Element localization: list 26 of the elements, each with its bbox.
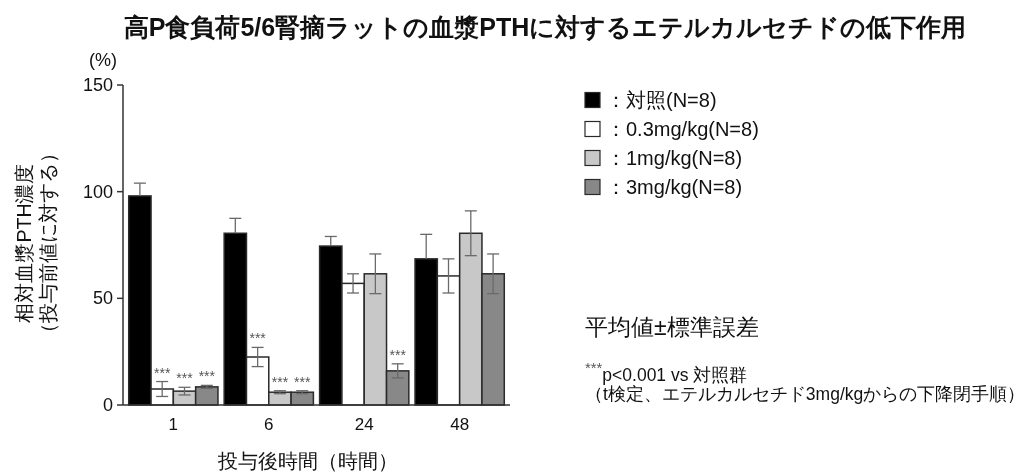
legend-label: ：3mg/kg(N=8)	[606, 176, 743, 198]
chart-title: 高P食負荷5/6腎摘ラットの血漿PTHに対するエテルカルセチドの低下作用	[123, 13, 967, 42]
x-tick-label: 24	[354, 415, 374, 434]
y-tick-label: 50	[92, 288, 113, 309]
text: 平均値±標準誤差	[585, 314, 759, 340]
x-tick-label: 6	[264, 415, 274, 434]
y-tick-label: 150	[82, 75, 113, 95]
text: （t検定、エテルカルセチド3mg/kgからの下降閉手順）	[585, 384, 1017, 404]
x-tick-label: 48	[450, 415, 470, 434]
x-axis-title: 投与後時間（時間）	[217, 450, 398, 472]
legend-label: ：対照(N=8)	[606, 89, 717, 111]
data-label: ***	[154, 364, 171, 381]
text: (%)	[89, 50, 117, 70]
data-label: ***	[176, 370, 194, 387]
data-label: ***	[271, 373, 289, 390]
y-axis-title: 相対血漿PTH濃度（投与前値に対する）	[13, 143, 60, 343]
data-label: ***	[389, 346, 407, 363]
text: $^{***}$p<0.001 vs 対照群	[585, 360, 748, 385]
data-label: ***	[294, 373, 311, 390]
x-tick-label: 1	[168, 415, 179, 434]
y-tick-label: 100	[82, 181, 113, 202]
legend-label: ：1mg/kg(N=8)	[606, 147, 743, 169]
data-label: ***	[198, 368, 216, 385]
y-tick-label: 0	[102, 395, 113, 415]
legend-label: ：0.3mg/kg(N=8)	[606, 118, 759, 140]
data-label: ***	[249, 330, 267, 347]
